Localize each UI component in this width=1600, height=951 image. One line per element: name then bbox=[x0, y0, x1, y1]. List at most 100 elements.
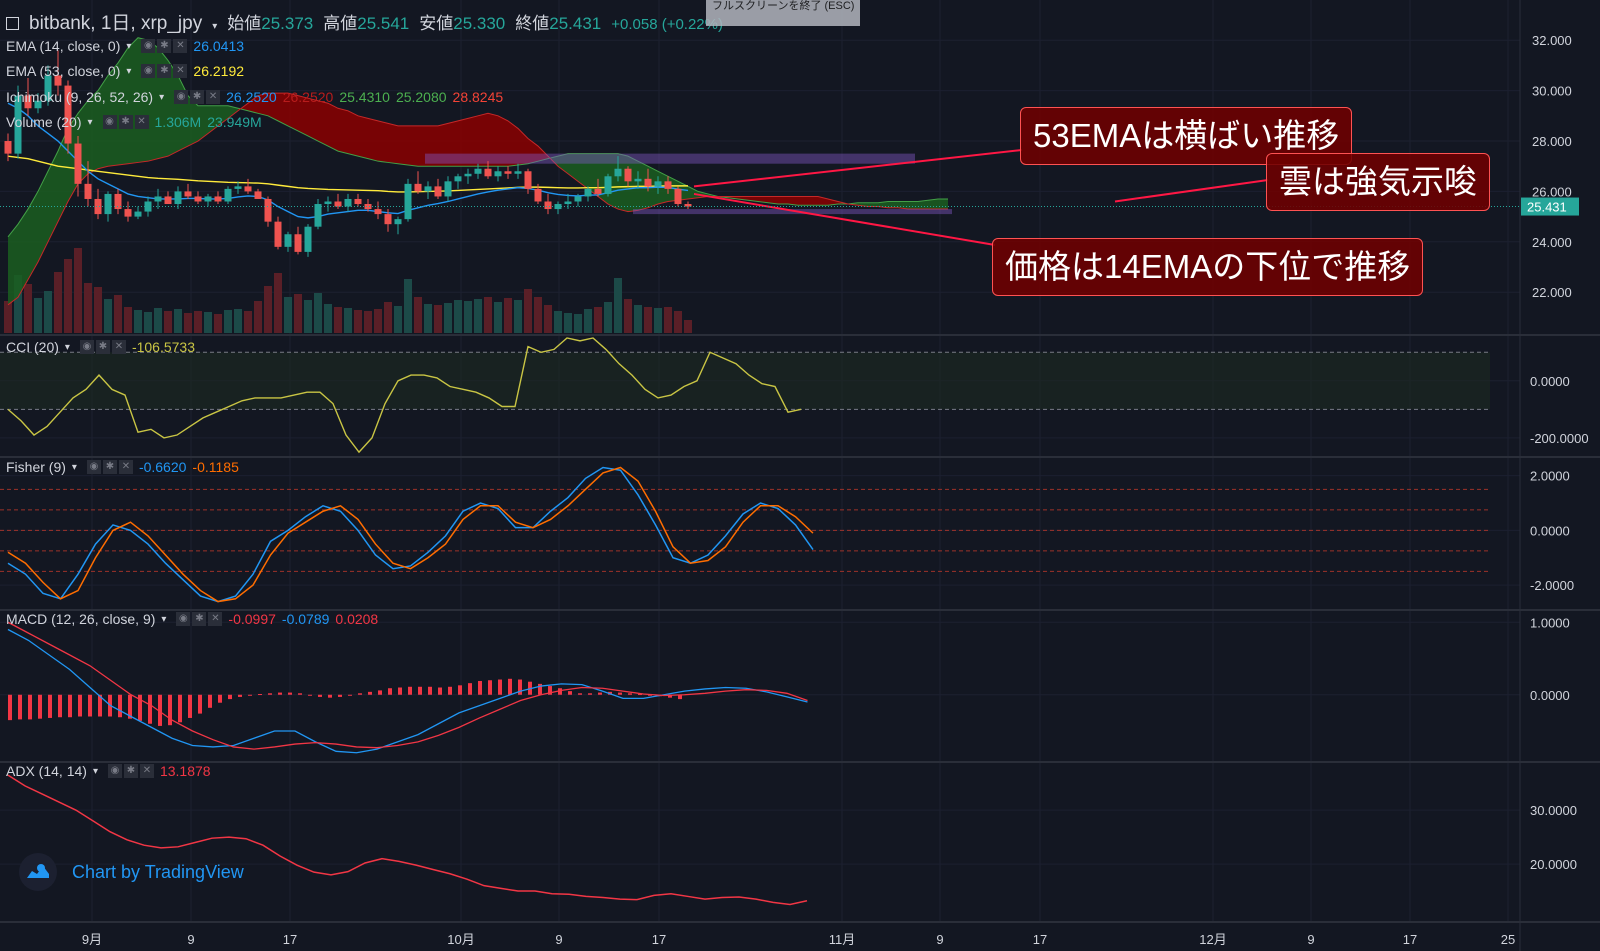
macd-pane bbox=[7, 621, 808, 754]
candle-body bbox=[84, 183, 92, 199]
tradingview-watermark[interactable]: Chart by TradingView bbox=[18, 852, 244, 892]
gear-icon[interactable]: ✱ bbox=[123, 764, 138, 778]
candle-body bbox=[334, 201, 342, 207]
volume-bar bbox=[74, 248, 82, 333]
legend-ichimoku[interactable]: Ichimoku (9, 26, 52, 26) ▾ ◉ ✱ ✕ 26.2520 26… bbox=[6, 89, 503, 105]
eye-icon[interactable]: ◉ bbox=[107, 764, 122, 778]
chevron-down-icon[interactable]: ▾ bbox=[159, 91, 165, 103]
cloud-segment bbox=[298, 95, 308, 136]
chevron-down-icon[interactable]: ▾ bbox=[126, 65, 132, 77]
close-icon[interactable]: ✕ bbox=[118, 460, 133, 474]
chevron-down-icon[interactable]: ▾ bbox=[161, 613, 167, 625]
cloud-segment bbox=[108, 62, 118, 167]
candle-body bbox=[344, 198, 352, 207]
volume-bar bbox=[214, 314, 222, 333]
macd-histogram-bar bbox=[88, 694, 92, 717]
candle-body bbox=[394, 219, 402, 225]
macd-histogram-bar bbox=[468, 683, 472, 695]
legend-cci[interactable]: CCI (20) ▾ ◉ ✱ ✕ -106.5733 bbox=[6, 339, 195, 355]
close-icon[interactable]: ✕ bbox=[173, 39, 188, 53]
legend-ema14[interactable]: EMA (14, close, 0) ▾ ◉ ✱ ✕ 26.0413 bbox=[6, 38, 244, 54]
macd-histogram-bar bbox=[168, 694, 172, 726]
volume-bar bbox=[644, 307, 652, 333]
volume-bar bbox=[264, 286, 272, 333]
cloud-segment bbox=[918, 200, 928, 210]
y-tick-label: 2.0000 bbox=[1530, 469, 1570, 484]
macd-histogram-bar bbox=[518, 679, 522, 695]
cloud-segment bbox=[218, 105, 228, 126]
cloud-segment bbox=[768, 196, 778, 205]
eye-icon[interactable]: ◉ bbox=[141, 64, 156, 78]
candle-body bbox=[574, 196, 582, 202]
cloud-segment bbox=[378, 120, 388, 163]
candle-body bbox=[604, 176, 612, 194]
macd-histogram-bar bbox=[548, 686, 552, 695]
macd-histogram-bar bbox=[388, 688, 392, 695]
legend-cci-value: -106.5733 bbox=[131, 339, 195, 355]
legend-volume[interactable]: Volume (20) ▾ ◉ ✱ ✕ 1.306M 23.949M bbox=[6, 114, 262, 130]
candle-body bbox=[374, 209, 382, 215]
chevron-down-icon[interactable]: ▾ bbox=[92, 765, 98, 777]
candle-body bbox=[134, 211, 142, 217]
chevron-down-icon[interactable]: ▾ bbox=[87, 116, 93, 128]
candle-body bbox=[494, 171, 502, 177]
eye-icon[interactable]: ◉ bbox=[102, 115, 117, 129]
volume-bar bbox=[374, 309, 382, 333]
candle-body bbox=[234, 186, 242, 189]
close-icon[interactable]: ✕ bbox=[173, 64, 188, 78]
collapse-icon[interactable] bbox=[6, 17, 19, 30]
gear-icon[interactable]: ✱ bbox=[95, 340, 110, 354]
macd-histogram-bar bbox=[228, 694, 232, 700]
chevron-down-icon[interactable]: ▾ bbox=[212, 21, 218, 32]
gear-icon[interactable]: ✱ bbox=[157, 64, 172, 78]
chevron-down-icon[interactable]: ▾ bbox=[64, 341, 70, 353]
eye-icon[interactable]: ◉ bbox=[79, 340, 94, 354]
volume-bar bbox=[634, 305, 642, 333]
volume-bar bbox=[454, 300, 462, 333]
candle-body bbox=[544, 201, 552, 210]
close-icon[interactable]: ✕ bbox=[208, 612, 223, 626]
volume-bar bbox=[194, 311, 202, 333]
volume-bar bbox=[354, 310, 362, 333]
candle-body bbox=[594, 188, 602, 194]
eye-icon[interactable]: ◉ bbox=[86, 460, 101, 474]
macd-histogram-bar bbox=[408, 686, 412, 695]
cloud-segment bbox=[688, 186, 698, 199]
volume-bar bbox=[244, 311, 252, 333]
gear-icon[interactable]: ✱ bbox=[102, 460, 117, 474]
eye-icon[interactable]: ◉ bbox=[174, 90, 189, 104]
eye-icon[interactable]: ◉ bbox=[141, 39, 156, 53]
gear-icon[interactable]: ✱ bbox=[190, 90, 205, 104]
close-icon[interactable]: ✕ bbox=[134, 115, 149, 129]
cci-pane bbox=[0, 337, 1490, 454]
volume-bar bbox=[614, 278, 622, 333]
legend-ema53[interactable]: EMA (53, close, 0) ▾ ◉ ✱ ✕ 26.2192 bbox=[6, 63, 244, 79]
legend-macd[interactable]: MACD (12, 26, close, 9) ▾ ◉ ✱ ✕ -0.0997 -0.… bbox=[6, 611, 378, 627]
volume-bar bbox=[564, 313, 572, 333]
gear-icon[interactable]: ✱ bbox=[157, 39, 172, 53]
volume-bar bbox=[34, 298, 42, 333]
cloud-segment bbox=[828, 198, 838, 206]
cloud-segment bbox=[448, 120, 458, 167]
legend-adx[interactable]: ADX (14, 14) ▾ ◉ ✱ ✕ 13.1878 bbox=[6, 763, 211, 779]
candle-body bbox=[674, 188, 682, 205]
cloud-segment bbox=[788, 196, 798, 206]
eye-icon[interactable]: ◉ bbox=[176, 612, 191, 626]
candle-body bbox=[24, 95, 32, 109]
legend-fisher[interactable]: Fisher (9) ▾ ◉ ✱ ✕ -0.6620 -0.1185 bbox=[6, 459, 239, 475]
annotation-arrow-line bbox=[693, 192, 996, 246]
macd-histogram-bar bbox=[648, 694, 652, 696]
macd-histogram-bar bbox=[308, 694, 312, 696]
close-icon[interactable]: ✕ bbox=[139, 764, 154, 778]
gear-icon[interactable]: ✱ bbox=[192, 612, 207, 626]
chevron-down-icon[interactable]: ▾ bbox=[71, 461, 77, 473]
chevron-down-icon[interactable]: ▾ bbox=[126, 40, 132, 52]
high-label: 高値 bbox=[323, 14, 358, 33]
gear-icon[interactable]: ✱ bbox=[118, 115, 133, 129]
candle-body bbox=[244, 186, 252, 192]
close-icon[interactable]: ✕ bbox=[206, 90, 221, 104]
symbol-title[interactable]: bitbank, 1日, xrp_jpy bbox=[29, 13, 203, 34]
y-tick-label: 20.0000 bbox=[1530, 857, 1577, 872]
close-icon[interactable]: ✕ bbox=[111, 340, 126, 354]
